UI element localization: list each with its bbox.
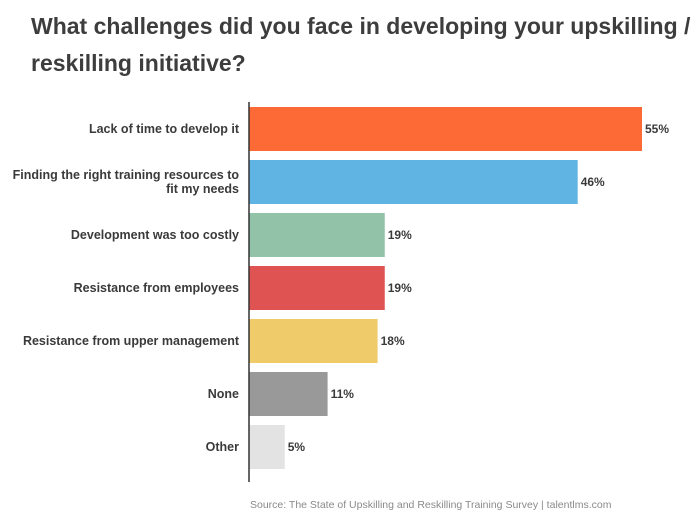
category-label-lack-of-time-to-develop-it: Lack of time to develop it bbox=[89, 122, 240, 136]
bar-none bbox=[249, 372, 328, 416]
category-label-none: None bbox=[208, 387, 239, 401]
bar-other bbox=[249, 425, 285, 469]
bar-lack-of-time-to-develop-it bbox=[249, 107, 642, 151]
category-label-line: fit my needs bbox=[166, 182, 239, 196]
value-label-resistance-from-upper-management: 18% bbox=[381, 334, 405, 348]
category-label-line: Other bbox=[206, 440, 239, 454]
value-label-resistance-from-employees: 19% bbox=[388, 281, 412, 295]
category-label-line: Development was too costly bbox=[71, 228, 239, 242]
category-label-line: Finding the right training resources to bbox=[13, 168, 240, 182]
bar-finding-the-right-training-resources-to-fit-my-needs bbox=[249, 160, 578, 204]
value-label-lack-of-time-to-develop-it: 55% bbox=[645, 122, 669, 136]
bar-development-was-too-costly bbox=[249, 213, 385, 257]
bar-resistance-from-upper-management bbox=[249, 319, 378, 363]
bar-resistance-from-employees bbox=[249, 266, 385, 310]
value-label-other: 5% bbox=[288, 440, 306, 454]
chart-title: What challenges did you face in developi… bbox=[31, 13, 691, 76]
value-label-finding-the-right-training-resources-to-fit-my-needs: 46% bbox=[581, 175, 605, 189]
category-label-line: Resistance from employees bbox=[74, 281, 239, 295]
category-label-line: Resistance from upper management bbox=[23, 334, 240, 348]
category-label-resistance-from-employees: Resistance from employees bbox=[74, 281, 239, 295]
category-label-finding-the-right-training-resources-to-fit-my-needs: Finding the right training resources to f… bbox=[13, 168, 240, 196]
value-label-development-was-too-costly: 19% bbox=[388, 228, 412, 242]
category-label-line: Lack of time to develop it bbox=[89, 122, 240, 136]
category-label-resistance-from-upper-management: Resistance from upper management bbox=[23, 334, 240, 348]
category-label-line: None bbox=[208, 387, 239, 401]
category-label-development-was-too-costly: Development was too costly bbox=[71, 228, 239, 242]
chart-source: Source: The State of Upskilling and Resk… bbox=[250, 499, 612, 511]
category-label-other: Other bbox=[206, 440, 239, 454]
value-label-none: 11% bbox=[331, 387, 355, 401]
